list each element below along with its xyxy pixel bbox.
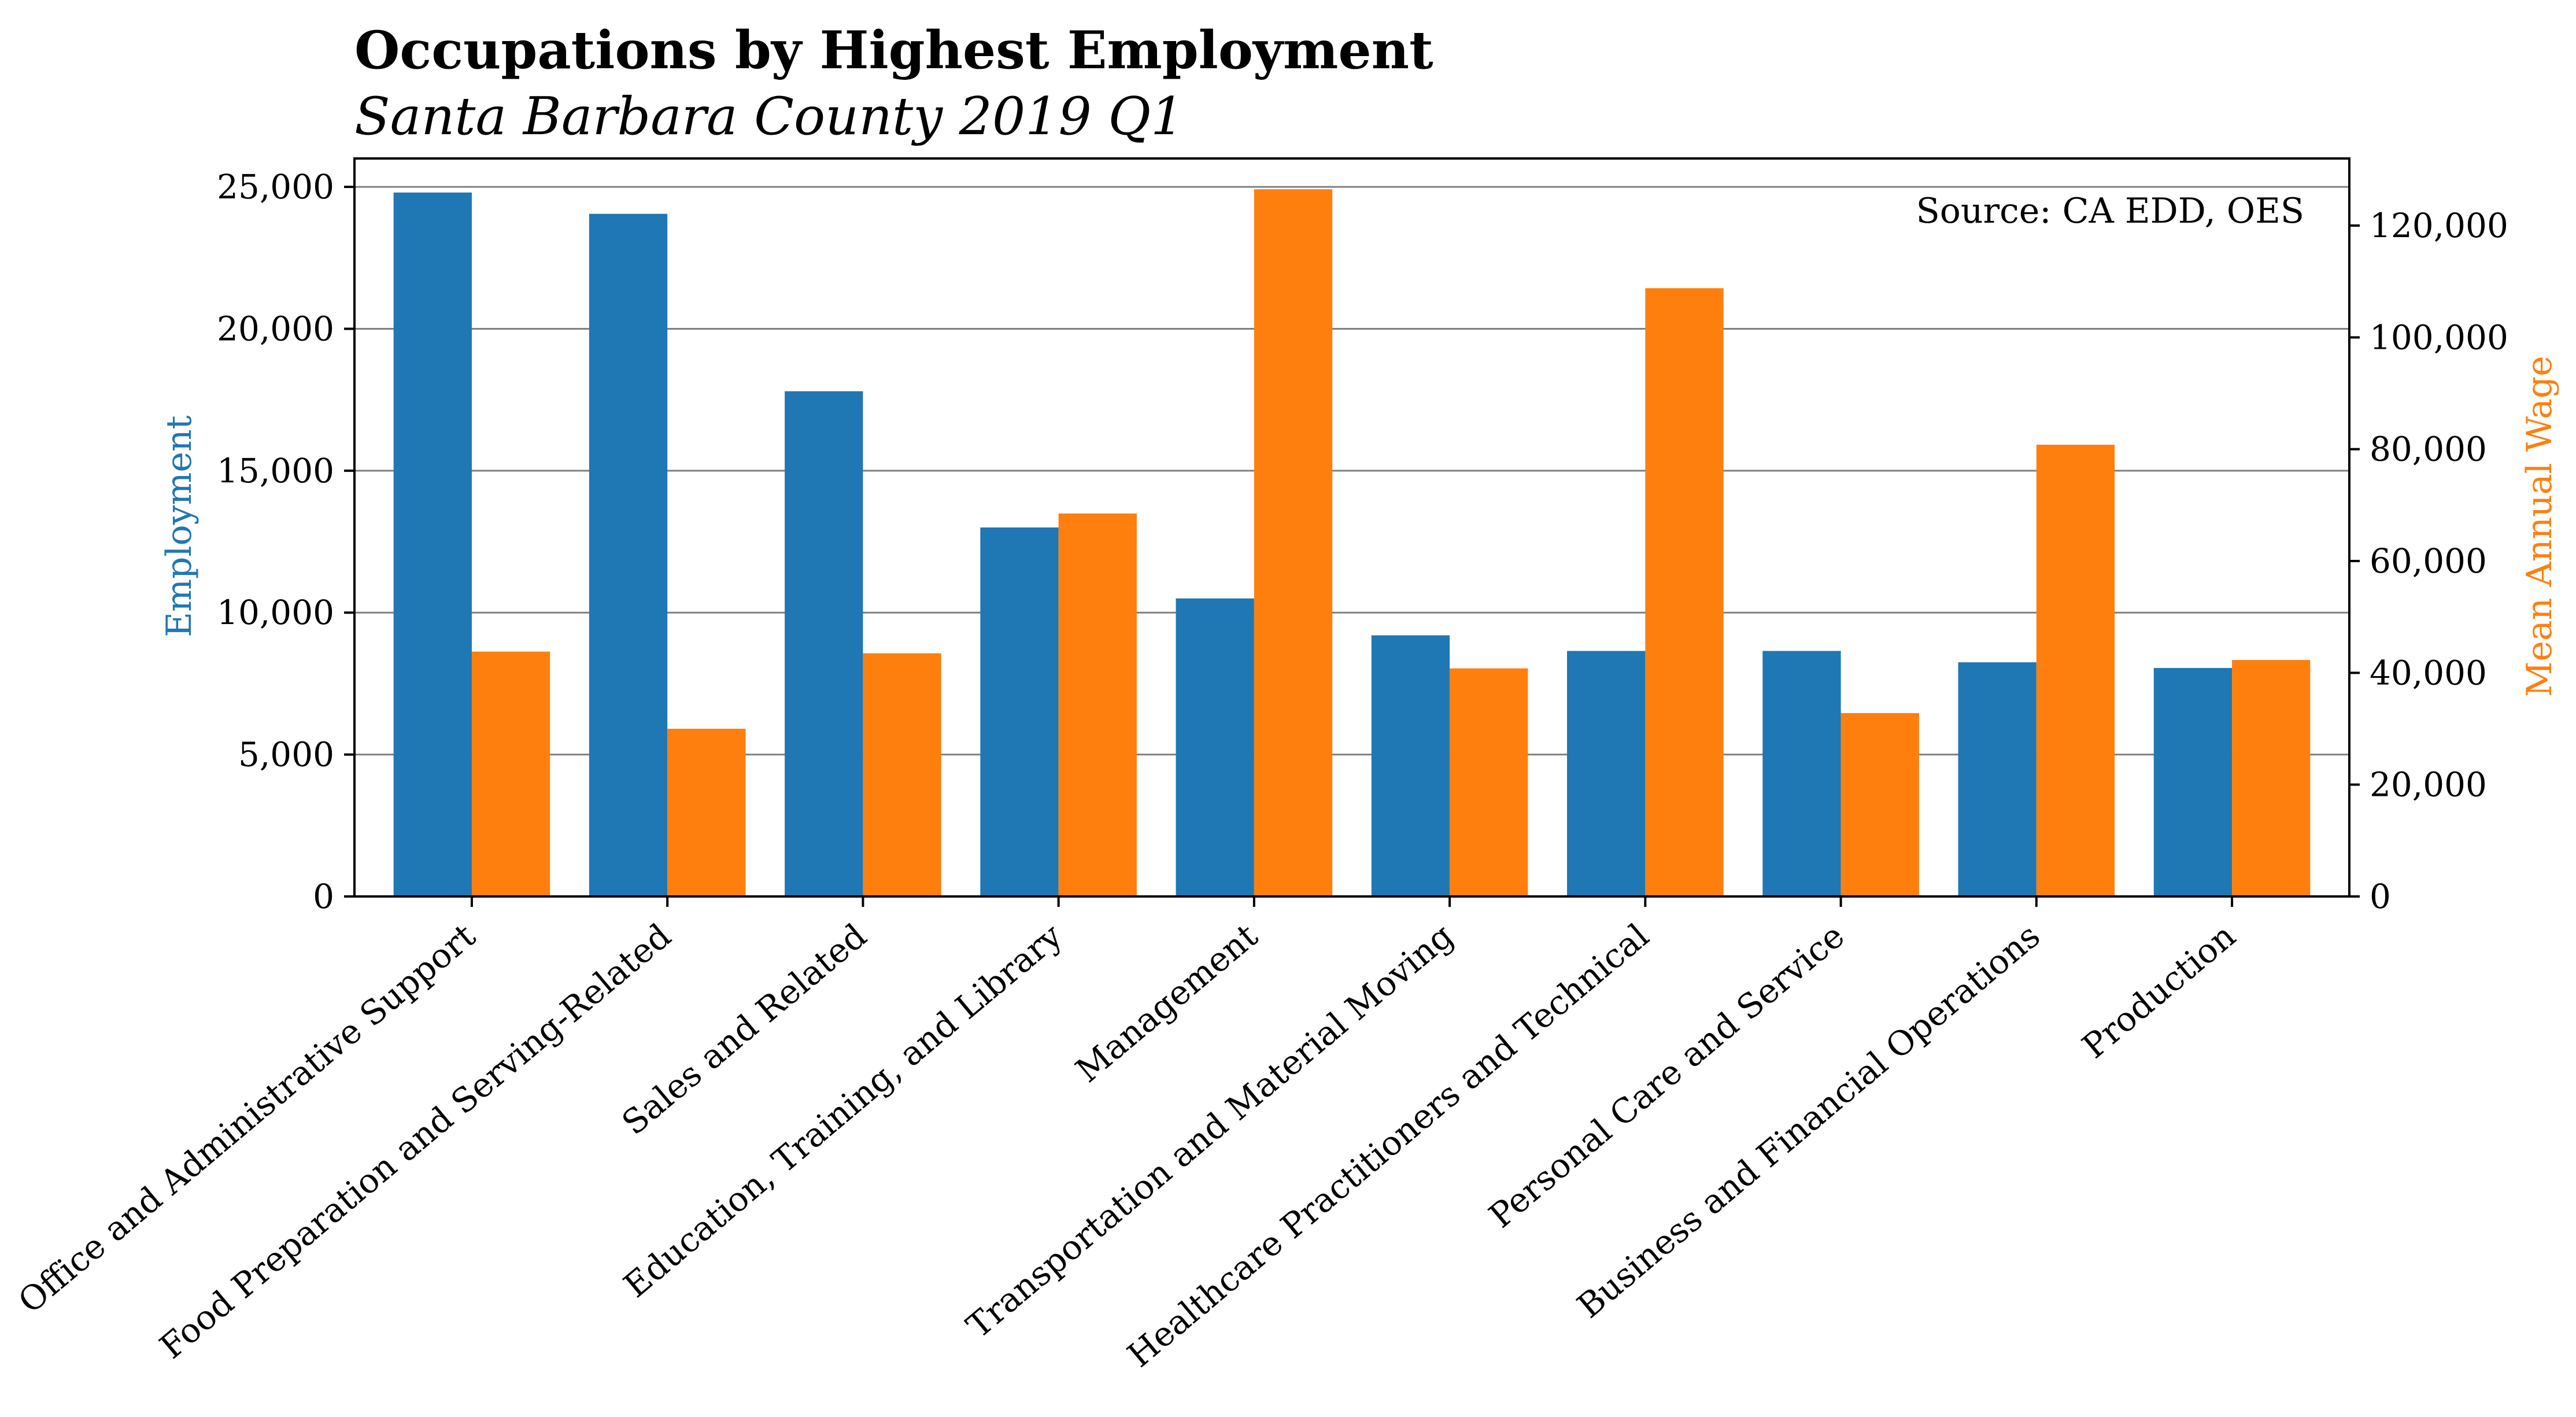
y-right-tick-label: 80,000 [2370, 430, 2487, 469]
y-right-tick-label: 20,000 [2370, 765, 2487, 805]
employment-bar [1762, 651, 1841, 896]
x-tick-label: Education, Training, and Library [616, 916, 1070, 1305]
y-right-tick-label: 120,000 [2370, 206, 2508, 245]
y-right-tick-label: 0 [2370, 877, 2391, 916]
employment-bar [2153, 667, 2233, 896]
employment-bar [589, 213, 668, 897]
y-left-tick-label: 20,000 [217, 309, 334, 348]
wage-bar [863, 653, 941, 896]
employment-bar [393, 192, 472, 896]
wage-bar [1254, 189, 1333, 897]
wage-bar [1058, 513, 1137, 896]
employment-bar [980, 527, 1059, 896]
source-annotation: Source: CA EDD, OES [1916, 191, 2304, 231]
employment-bar [1958, 662, 2037, 896]
wage-bar [667, 729, 746, 896]
y-axis-right-label: Mean Annual Wage [2519, 356, 2560, 697]
y-left-tick-label: 25,000 [217, 167, 334, 206]
employment-bar [1371, 635, 1450, 896]
wage-bar [2036, 444, 2115, 896]
employment-bar [1176, 598, 1254, 896]
employment-bar [1567, 651, 1646, 896]
wage-bar [1450, 668, 1528, 896]
wage-bar [2232, 660, 2311, 896]
chart-title: Occupations by Highest Employment [354, 20, 1433, 81]
y-left-tick-label: 5,000 [238, 735, 334, 774]
plot-frame [353, 157, 2350, 898]
y-right-tick-label: 100,000 [2370, 318, 2508, 357]
y-right-tick-label: 40,000 [2370, 653, 2487, 692]
wage-bar [1645, 288, 1724, 897]
y-left-tick-label: 15,000 [217, 451, 334, 490]
x-tick-label: Production [2075, 916, 2243, 1067]
y-axis-left-label: Employment [159, 415, 199, 637]
employment-bar [785, 391, 863, 896]
x-tick-label: Personal Care and Service [1481, 916, 1851, 1236]
y-left-tick-label: 0 [313, 877, 334, 916]
bars [393, 189, 2311, 897]
chart-subtitle: Santa Barbara County 2019 Q1 [354, 86, 1184, 147]
y-right-tick-label: 60,000 [2370, 541, 2487, 581]
wage-bar [471, 651, 550, 896]
wage-bar [1840, 713, 1919, 896]
x-tick-label: Management [1068, 916, 1265, 1090]
y-left-tick-label: 10,000 [217, 593, 334, 632]
